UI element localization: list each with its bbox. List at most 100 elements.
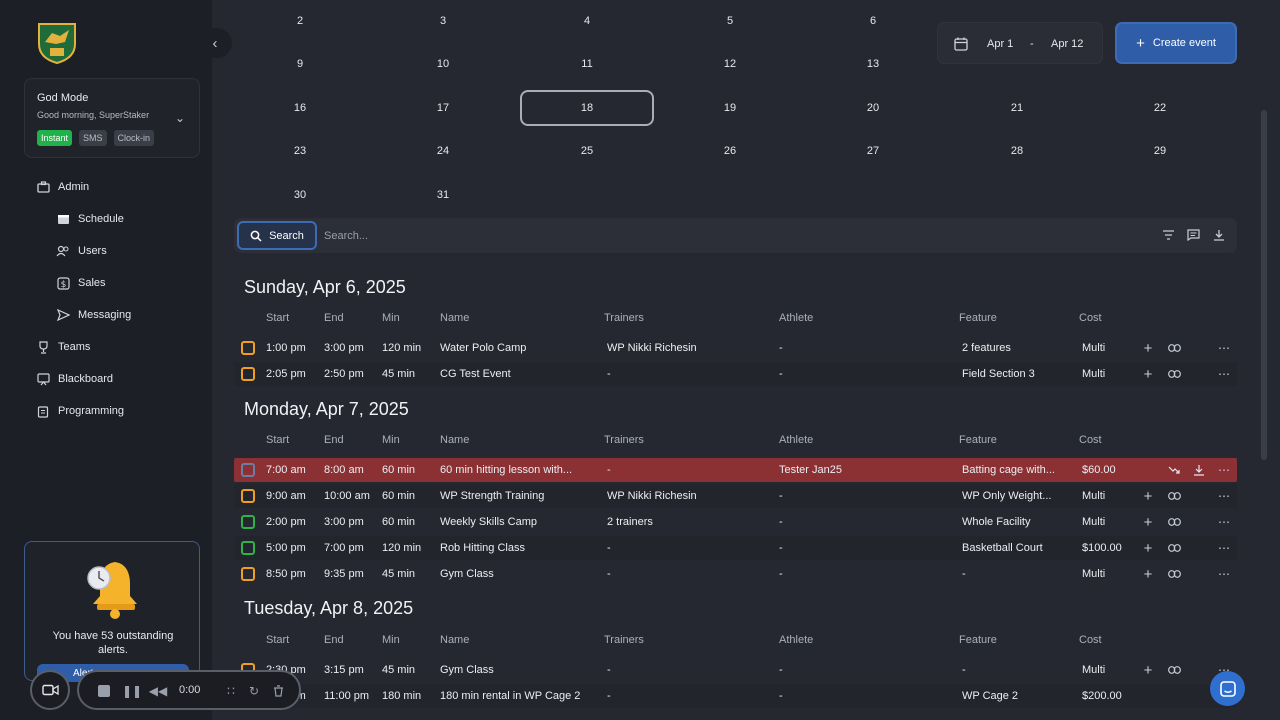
column-header-name[interactable]: Name bbox=[440, 434, 470, 446]
calendar-day[interactable]: 13 bbox=[866, 58, 880, 70]
more-icon[interactable]: ⋯ bbox=[1218, 515, 1230, 529]
calendar-day[interactable]: 21 bbox=[1010, 102, 1024, 114]
restart-icon[interactable]: ↻ bbox=[248, 684, 260, 698]
link-icon[interactable] bbox=[1167, 515, 1181, 529]
more-icon[interactable]: ⋯ bbox=[1218, 489, 1230, 503]
calendar-day[interactable]: 24 bbox=[436, 145, 450, 157]
sidebar-item-sales[interactable]: $ Sales bbox=[56, 276, 106, 290]
search-button[interactable]: Search bbox=[237, 221, 317, 250]
chat-support-button[interactable] bbox=[1210, 671, 1245, 706]
table-row[interactable]: 7:00 am 8:00 am 60 min 60 min hitting lesso… bbox=[234, 458, 1237, 482]
calendar-day[interactable]: 29 bbox=[1153, 145, 1167, 157]
calendar-day[interactable]: 31 bbox=[436, 189, 450, 201]
column-header-min[interactable]: Min bbox=[382, 634, 400, 646]
calendar-day[interactable]: 17 bbox=[436, 102, 450, 114]
calendar-day[interactable]: 16 bbox=[293, 102, 307, 114]
table-row[interactable]: 2:05 pm 2:50 pm 45 min CG Test Event - - Field… bbox=[234, 362, 1237, 386]
column-header-cost[interactable]: Cost bbox=[1079, 634, 1102, 646]
plus-icon[interactable]: + bbox=[1143, 365, 1153, 383]
table-row[interactable]: 1:00 pm 3:00 pm 120 min Water Polo Camp WP N… bbox=[234, 336, 1237, 360]
column-header-athlete[interactable]: Athlete bbox=[779, 434, 814, 446]
trend-icon[interactable] bbox=[1167, 463, 1181, 477]
grid-icon[interactable]: ∷ bbox=[227, 684, 235, 698]
plus-icon[interactable]: + bbox=[1143, 565, 1153, 583]
sidebar-item-users[interactable]: Users bbox=[56, 244, 107, 258]
column-header-athlete[interactable]: Athlete bbox=[779, 634, 814, 646]
table-row[interactable]: 9:00 am 10:00 am 60 min WP Strength Trainin… bbox=[234, 484, 1237, 508]
column-header-end[interactable]: End bbox=[324, 312, 344, 324]
calendar-day[interactable]: 2 bbox=[296, 15, 304, 27]
download-icon[interactable] bbox=[1212, 228, 1226, 242]
column-header-trainers[interactable]: Trainers bbox=[604, 312, 644, 324]
stop-icon[interactable] bbox=[97, 684, 111, 698]
sidebar-item-messaging[interactable]: Messaging bbox=[56, 308, 131, 322]
date-range-picker[interactable]: Apr 1 - Apr 12 bbox=[937, 22, 1103, 64]
column-header-athlete[interactable]: Athlete bbox=[779, 312, 814, 324]
more-icon[interactable]: ⋯ bbox=[1218, 541, 1230, 555]
plus-icon[interactable]: + bbox=[1143, 661, 1153, 679]
range-from[interactable]: Apr 1 bbox=[987, 38, 1014, 50]
search-input[interactable] bbox=[324, 226, 1124, 246]
create-event-button[interactable]: + Create event bbox=[1115, 22, 1237, 64]
camera-button[interactable] bbox=[30, 670, 70, 710]
link-icon[interactable] bbox=[1167, 663, 1181, 677]
table-row[interactable]: 8:50 pm 9:35 pm 45 min Gym Class - - - Multi + ⋯ bbox=[234, 562, 1237, 586]
calendar-day[interactable]: 9 bbox=[296, 58, 304, 70]
column-header-min[interactable]: Min bbox=[382, 434, 400, 446]
column-header-feature[interactable]: Feature bbox=[959, 312, 997, 324]
row-checkbox[interactable] bbox=[241, 489, 255, 503]
calendar-day[interactable]: 6 bbox=[869, 15, 877, 27]
calendar-day[interactable]: 3 bbox=[439, 15, 447, 27]
calendar-day[interactable]: 28 bbox=[1010, 145, 1024, 157]
sidebar-item-admin[interactable]: Admin bbox=[36, 180, 89, 194]
row-checkbox[interactable] bbox=[241, 567, 255, 581]
link-icon[interactable] bbox=[1167, 341, 1181, 355]
row-checkbox[interactable] bbox=[241, 515, 255, 529]
column-header-name[interactable]: Name bbox=[440, 634, 470, 646]
more-icon[interactable]: ⋯ bbox=[1218, 567, 1230, 581]
column-header-trainers[interactable]: Trainers bbox=[604, 434, 644, 446]
calendar-day[interactable]: 23 bbox=[293, 145, 307, 157]
calendar-day[interactable]: 4 bbox=[583, 15, 591, 27]
link-icon[interactable] bbox=[1167, 489, 1181, 503]
column-header-start[interactable]: Start bbox=[266, 634, 290, 646]
row-checkbox[interactable] bbox=[241, 367, 255, 381]
row-checkbox[interactable] bbox=[241, 341, 255, 355]
column-header-trainers[interactable]: Trainers bbox=[604, 634, 644, 646]
pause-icon[interactable]: ❚❚ bbox=[121, 684, 143, 698]
table-row[interactable]: 2:00 pm 3:00 pm 60 min Weekly Skills Camp 2 … bbox=[234, 510, 1237, 534]
calendar-day[interactable]: 11 bbox=[581, 58, 593, 70]
column-header-cost[interactable]: Cost bbox=[1079, 312, 1102, 324]
column-header-cost[interactable]: Cost bbox=[1079, 434, 1102, 446]
link-icon[interactable] bbox=[1167, 541, 1181, 555]
sidebar-item-blackboard[interactable]: Blackboard bbox=[36, 372, 113, 386]
row-checkbox[interactable] bbox=[241, 541, 255, 555]
plus-icon[interactable]: + bbox=[1143, 539, 1153, 557]
sidebar-item-teams[interactable]: Teams bbox=[36, 340, 90, 354]
calendar-day[interactable]: 26 bbox=[723, 145, 737, 157]
column-header-start[interactable]: Start bbox=[266, 312, 290, 324]
calendar-day[interactable]: 30 bbox=[293, 189, 307, 201]
column-header-feature[interactable]: Feature bbox=[959, 634, 997, 646]
calendar-day[interactable]: 20 bbox=[866, 102, 880, 114]
calendar-day[interactable]: 12 bbox=[723, 58, 737, 70]
scrollbar[interactable] bbox=[1261, 110, 1267, 460]
badge-instant[interactable]: Instant bbox=[37, 130, 73, 146]
row-checkbox[interactable] bbox=[241, 463, 255, 477]
calendar-day[interactable]: 25 bbox=[580, 145, 594, 157]
plus-icon[interactable]: + bbox=[1143, 487, 1153, 505]
calendar-day-selected[interactable]: 18 bbox=[520, 90, 654, 126]
column-header-min[interactable]: Min bbox=[382, 312, 400, 324]
download-icon[interactable] bbox=[1192, 463, 1206, 477]
chevron-down-icon[interactable]: ⌄ bbox=[174, 111, 185, 125]
sidebar-item-schedule[interactable]: Schedule bbox=[56, 212, 124, 226]
sidebar-item-programming[interactable]: Programming bbox=[36, 404, 124, 418]
column-header-end[interactable]: End bbox=[324, 434, 344, 446]
badge-clock-in[interactable]: Clock-in bbox=[113, 130, 155, 146]
more-icon[interactable]: ⋯ bbox=[1218, 341, 1230, 355]
plus-icon[interactable]: + bbox=[1143, 339, 1153, 357]
calendar-day[interactable]: 19 bbox=[723, 102, 737, 114]
trash-icon[interactable] bbox=[271, 684, 285, 698]
column-header-end[interactable]: End bbox=[324, 634, 344, 646]
